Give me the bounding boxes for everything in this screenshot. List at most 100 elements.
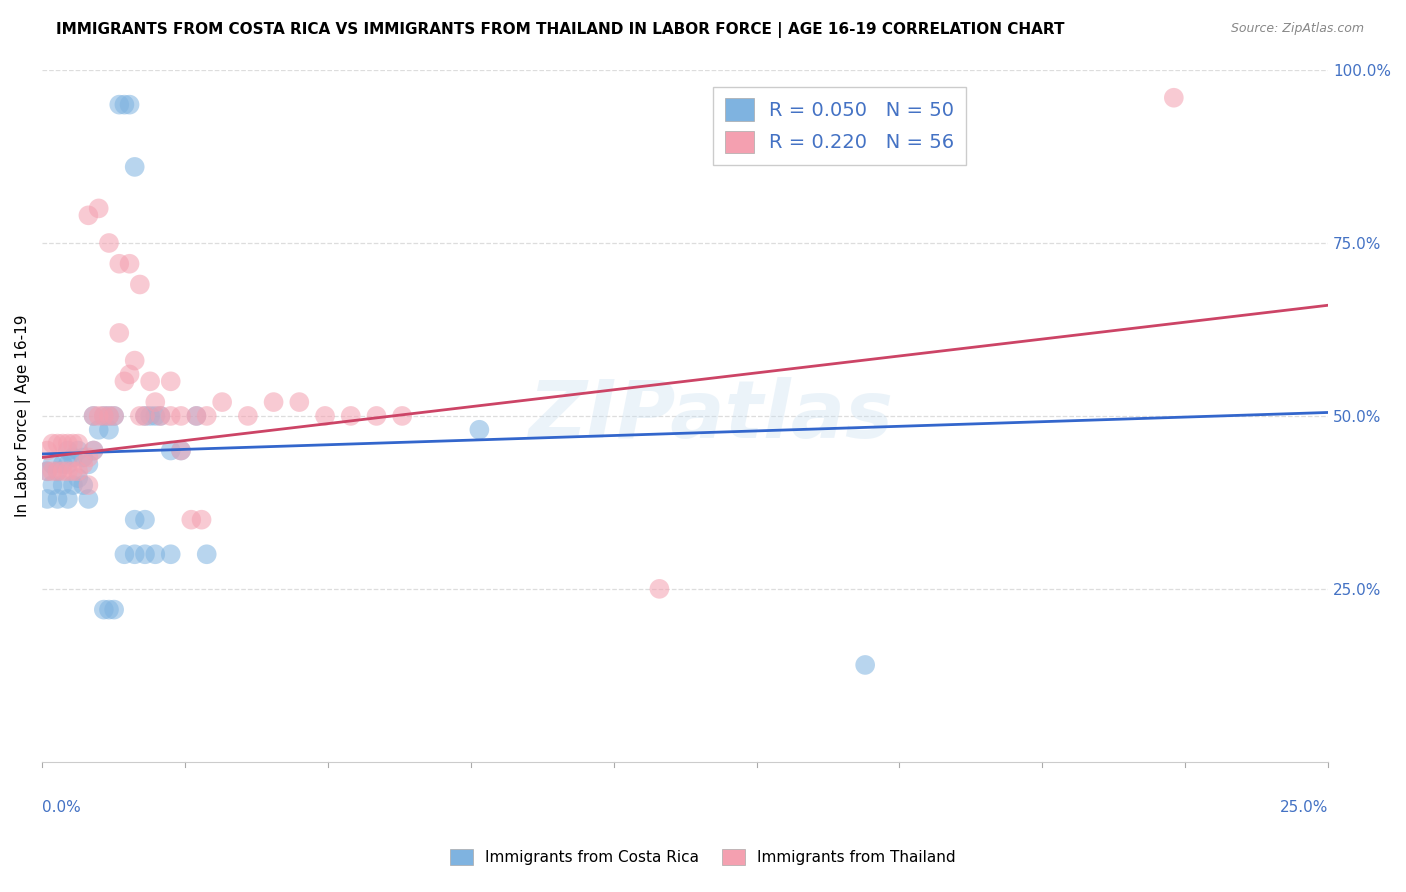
Point bbox=[83, 409, 105, 423]
Point bbox=[62, 450, 84, 465]
Point bbox=[37, 464, 59, 478]
Point bbox=[67, 471, 90, 485]
Point bbox=[170, 443, 193, 458]
Point bbox=[56, 436, 79, 450]
Point bbox=[159, 375, 181, 389]
Point bbox=[103, 409, 125, 423]
Point bbox=[314, 409, 336, 423]
Point bbox=[124, 160, 146, 174]
Point bbox=[46, 464, 69, 478]
Point bbox=[62, 464, 84, 478]
Point bbox=[190, 513, 212, 527]
Point bbox=[108, 326, 131, 340]
Point bbox=[56, 443, 79, 458]
Point bbox=[134, 547, 156, 561]
Point bbox=[124, 513, 146, 527]
Point bbox=[339, 409, 361, 423]
Point bbox=[170, 409, 193, 423]
Point bbox=[62, 436, 84, 450]
Point bbox=[118, 257, 141, 271]
Point bbox=[159, 409, 181, 423]
Legend: Immigrants from Costa Rica, Immigrants from Thailand: Immigrants from Costa Rica, Immigrants f… bbox=[444, 843, 962, 871]
Point bbox=[62, 478, 84, 492]
Point bbox=[118, 97, 141, 112]
Point bbox=[186, 409, 208, 423]
Point bbox=[108, 257, 131, 271]
Text: 25.0%: 25.0% bbox=[1279, 800, 1329, 814]
Point bbox=[93, 602, 115, 616]
Point bbox=[83, 443, 105, 458]
Point bbox=[46, 491, 69, 506]
Point bbox=[112, 547, 135, 561]
Text: ZIPatlas: ZIPatlas bbox=[529, 377, 893, 455]
Point bbox=[67, 464, 90, 478]
Point bbox=[41, 464, 63, 478]
Point bbox=[195, 547, 218, 561]
Point bbox=[391, 409, 413, 423]
Point bbox=[87, 202, 110, 216]
Point bbox=[93, 409, 115, 423]
Point bbox=[98, 409, 121, 423]
Point bbox=[128, 409, 150, 423]
Point bbox=[77, 458, 100, 472]
Point bbox=[159, 547, 181, 561]
Point bbox=[72, 458, 94, 472]
Point bbox=[41, 478, 63, 492]
Point bbox=[56, 491, 79, 506]
Point bbox=[98, 409, 121, 423]
Point bbox=[83, 443, 105, 458]
Point bbox=[103, 602, 125, 616]
Point bbox=[186, 409, 208, 423]
Point bbox=[37, 464, 59, 478]
Text: IMMIGRANTS FROM COSTA RICA VS IMMIGRANTS FROM THAILAND IN LABOR FORCE | AGE 16-1: IMMIGRANTS FROM COSTA RICA VS IMMIGRANTS… bbox=[56, 22, 1064, 38]
Point bbox=[41, 458, 63, 472]
Point bbox=[195, 409, 218, 423]
Point bbox=[236, 409, 259, 423]
Point bbox=[211, 395, 233, 409]
Point bbox=[98, 602, 121, 616]
Point bbox=[143, 395, 166, 409]
Point bbox=[149, 409, 172, 423]
Point bbox=[128, 277, 150, 292]
Point bbox=[98, 235, 121, 250]
Point bbox=[46, 464, 69, 478]
Point bbox=[139, 409, 162, 423]
Point bbox=[93, 409, 115, 423]
Point bbox=[52, 436, 75, 450]
Point bbox=[83, 409, 105, 423]
Point bbox=[108, 97, 131, 112]
Legend: R = 0.050   N = 50, R = 0.220   N = 56: R = 0.050 N = 50, R = 0.220 N = 56 bbox=[713, 87, 966, 165]
Point bbox=[41, 436, 63, 450]
Point bbox=[1163, 91, 1185, 105]
Point bbox=[77, 478, 100, 492]
Point bbox=[52, 464, 75, 478]
Point bbox=[468, 423, 491, 437]
Y-axis label: In Labor Force | Age 16-19: In Labor Force | Age 16-19 bbox=[15, 315, 31, 517]
Point bbox=[56, 458, 79, 472]
Point bbox=[67, 443, 90, 458]
Point bbox=[134, 409, 156, 423]
Point bbox=[52, 478, 75, 492]
Point bbox=[87, 423, 110, 437]
Point bbox=[853, 657, 876, 672]
Point bbox=[103, 409, 125, 423]
Point bbox=[143, 409, 166, 423]
Point bbox=[263, 395, 285, 409]
Point bbox=[72, 450, 94, 465]
Point bbox=[118, 368, 141, 382]
Point bbox=[170, 443, 193, 458]
Point bbox=[112, 375, 135, 389]
Point bbox=[648, 582, 671, 596]
Point bbox=[52, 458, 75, 472]
Point bbox=[37, 443, 59, 458]
Point bbox=[124, 547, 146, 561]
Point bbox=[134, 409, 156, 423]
Point bbox=[98, 423, 121, 437]
Text: 0.0%: 0.0% bbox=[42, 800, 82, 814]
Point bbox=[56, 464, 79, 478]
Point bbox=[46, 436, 69, 450]
Point bbox=[77, 450, 100, 465]
Point bbox=[72, 478, 94, 492]
Point bbox=[288, 395, 311, 409]
Point bbox=[87, 409, 110, 423]
